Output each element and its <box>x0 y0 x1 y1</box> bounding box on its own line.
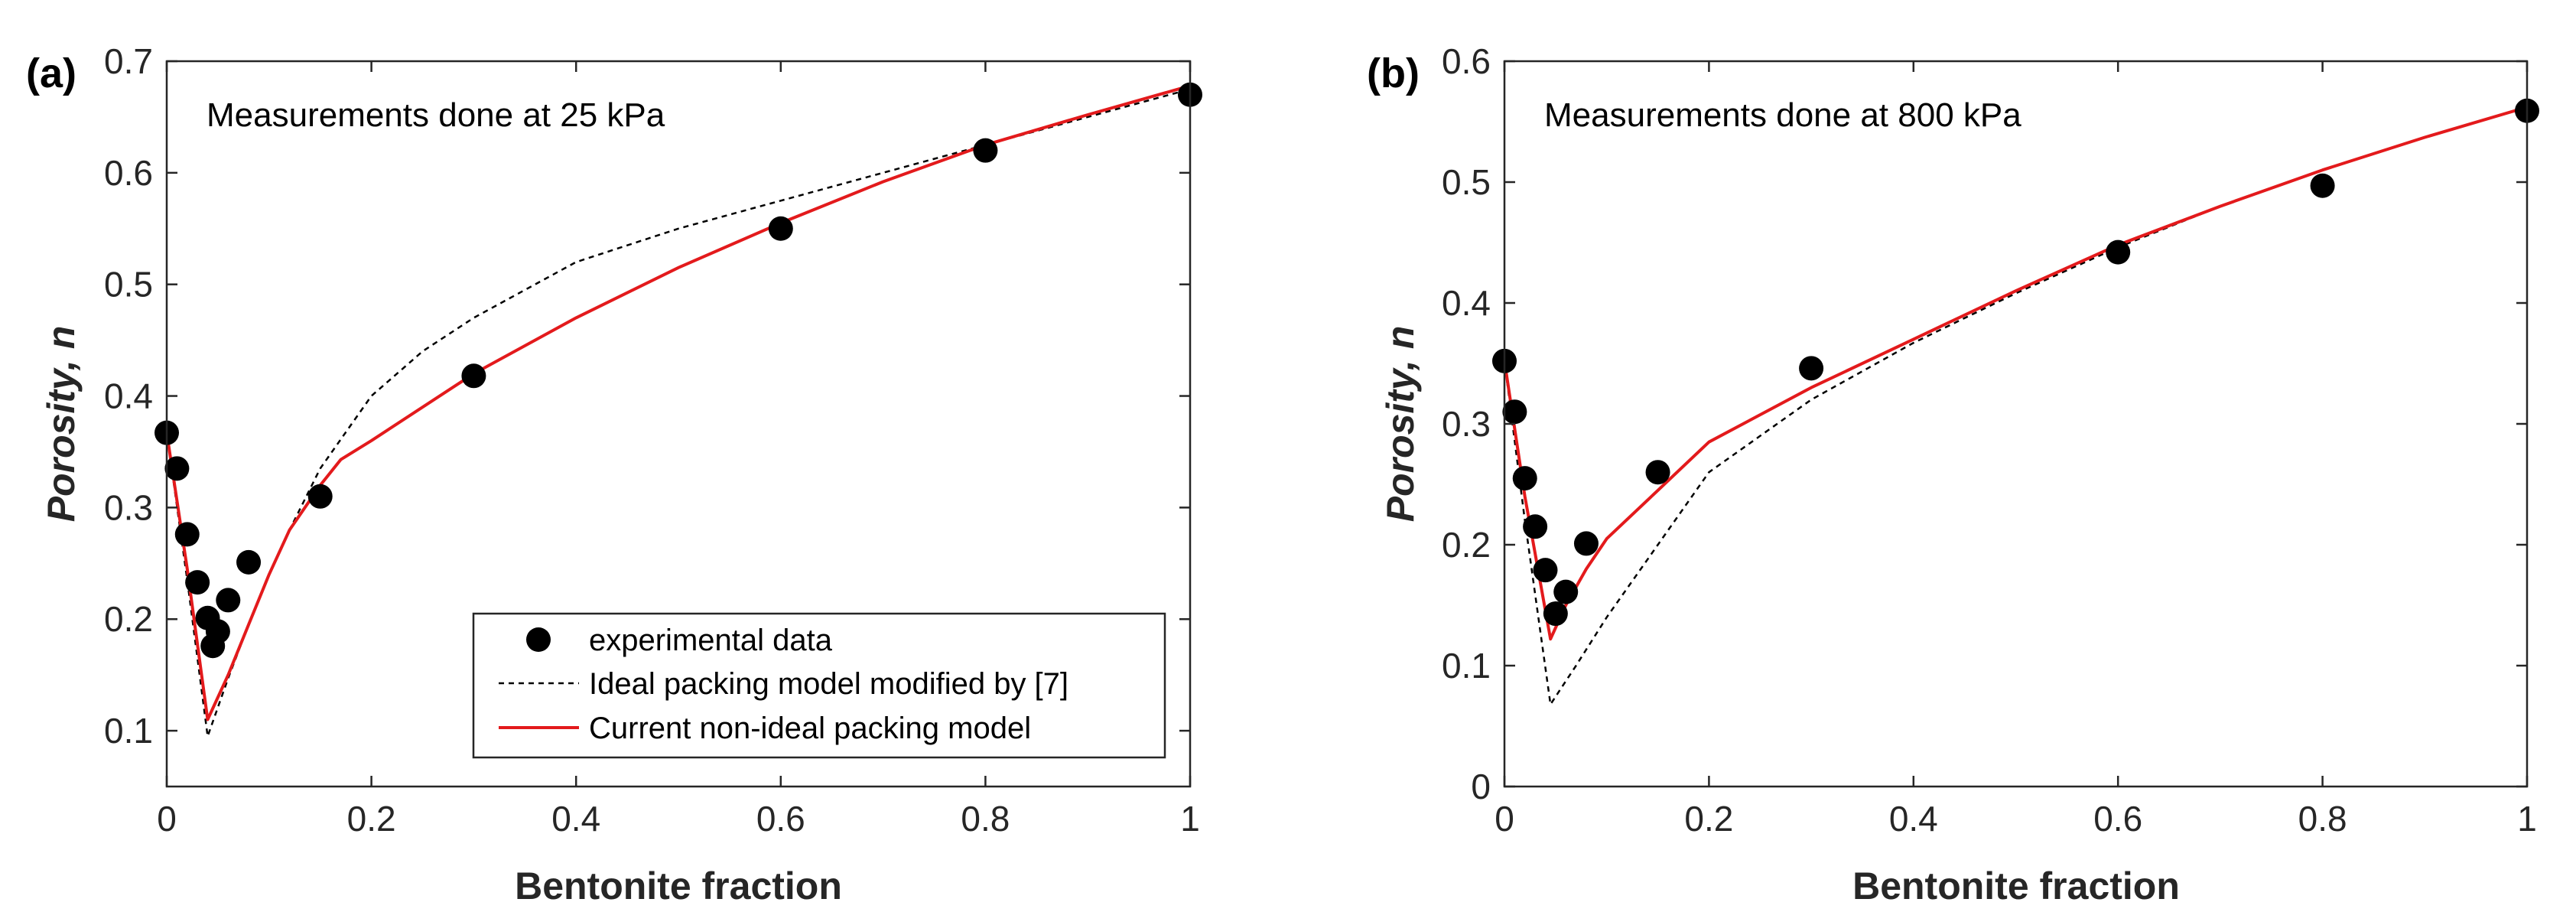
panel-a-y-tick-label: 0.4 <box>104 376 153 416</box>
panel-a-data-point <box>768 216 793 241</box>
panel-b-x-axis-title: Bentonite fraction <box>1852 865 2180 907</box>
panel-a-y-tick-label: 0.2 <box>104 599 153 639</box>
panel-a-y-axis-title: Porosity, n <box>40 326 83 523</box>
panel-b-y-tick-label: 0.1 <box>1442 646 1491 686</box>
panel-a-data-point <box>973 138 998 163</box>
panel-b-y-tick-label: 0.6 <box>1442 41 1491 81</box>
panel-a-y-axis-title-var: n <box>40 326 83 350</box>
panel-b-x-tick-label: 0.8 <box>2298 799 2347 839</box>
panel-b-x-tick-label: 1 <box>2517 799 2537 839</box>
panel-b-label: (b) <box>1367 50 1420 96</box>
panel-a-annotation: Measurements done at 25 kPa <box>207 96 665 134</box>
panel-b-annotation: Measurements done at 800 kPa <box>1544 96 2021 134</box>
panel-a-data-point <box>205 619 230 644</box>
panel-a-data-point <box>185 570 210 595</box>
panel-b-data-point <box>1543 601 1568 627</box>
panel-b-data-point <box>1502 399 1527 425</box>
panel-a-data-point <box>174 522 200 547</box>
panel-b-data-point <box>1523 514 1548 539</box>
panel-a-data-point <box>236 549 262 575</box>
panel-a-x-tick-label: 1 <box>1180 799 1200 839</box>
panel-a-x-tick-label: 0 <box>157 799 177 839</box>
legend-label-ideal: Ideal packing model modified by [7] <box>589 667 1068 701</box>
panel-a-x-tick-label: 0.4 <box>551 799 600 839</box>
panel-b-x-tick-label: 0 <box>1495 799 1514 839</box>
panel-b-plot-area <box>1492 98 2539 705</box>
panel-a-data-point <box>164 456 190 481</box>
panel-b-x-tick-label: 0.2 <box>1684 799 1733 839</box>
legend-label-current: Current non-ideal packing model <box>589 712 1031 745</box>
panel-b-data-point <box>2106 239 2131 265</box>
legend-box <box>472 612 1166 759</box>
panel-a-y-tick-label: 0.6 <box>104 153 153 193</box>
legend-label-experimental: experimental data <box>589 624 833 657</box>
panel-b-data-point <box>1799 356 1824 381</box>
legend: experimental data Ideal packing model mo… <box>472 612 1166 759</box>
panel-a-ideal-model-line <box>165 88 1191 738</box>
panel-a-y-tick-label: 0.5 <box>104 265 153 305</box>
panel-a-data-point <box>216 588 241 613</box>
panel-b-y-axis-title-main: Porosity, <box>1379 349 1422 522</box>
panel-b-y-tick-label: 0.3 <box>1442 404 1491 444</box>
panel-b-x-tick-label: 0.6 <box>2093 799 2142 839</box>
panel-a-data-point <box>307 484 333 509</box>
panel-a-y-axis-title-main: Porosity, <box>40 349 83 522</box>
panel-b-data-point <box>1533 558 1558 583</box>
panel-a-data-point <box>461 363 486 389</box>
panel-a: 0 0.2 0.4 0.6 0.8 10.10.20.30.40.50.60.7 (a) … <box>26 41 1202 907</box>
panel-b-y-axis-title-var: n <box>1379 326 1422 350</box>
panel-a-x-tick-label: 0.2 <box>347 799 396 839</box>
panel-b: 0 0.2 0.4 0.6 0.8 1 0 0.1 0.2 0.3 0.4 0.5 0.6 (b) Me… <box>1367 41 2539 907</box>
panel-b-data-point <box>1512 466 1537 491</box>
panel-a-y-tick-label: 0.1 <box>104 711 153 751</box>
panel-b-data-point <box>1645 460 1670 485</box>
panel-a-ticks: 0 0.2 0.4 0.6 0.8 1 0.1 0.2 0.3 0.4 0.5 0.6 0.7 <box>104 41 1200 839</box>
panel-a-plot-area <box>154 82 1202 738</box>
panel-b-data-point <box>1573 531 1599 556</box>
panel-a-y-tick-label: 0.3 <box>104 487 153 527</box>
panel-b-y-tick-label: 0.5 <box>1442 162 1491 202</box>
panel-b-ticks: 0 0.2 0.4 0.6 0.8 1 0 0.1 0.2 0.3 0.4 0.5 0.6 <box>1442 41 2537 839</box>
panel-a-x-axis-title: Bentonite fraction <box>515 865 842 907</box>
panel-a-current-model-line <box>165 84 1191 721</box>
panel-a-x-tick-label: 0.6 <box>756 799 805 839</box>
panel-b-y-axis-title: Porosity, n <box>1379 326 1422 523</box>
panel-b-y-tick-label: 0 <box>1471 767 1491 806</box>
panel-b-data-point <box>1553 579 1579 604</box>
panel-a-x-tick-label: 0.8 <box>961 799 1010 839</box>
panel-b-data-point <box>2310 173 2335 198</box>
panel-a-label: (a) <box>26 50 76 96</box>
panel-a-y-tick-label: 0.7 <box>104 41 153 81</box>
panel-b-x-tick-label: 0.4 <box>1889 799 1938 839</box>
panel-a-axes-box <box>165 60 1192 788</box>
panel-b-y-tick-label: 0.2 <box>1442 525 1491 565</box>
legend-marker-experimental <box>526 627 551 652</box>
panel-b-y-tick-label: 0.4 <box>1442 283 1491 323</box>
